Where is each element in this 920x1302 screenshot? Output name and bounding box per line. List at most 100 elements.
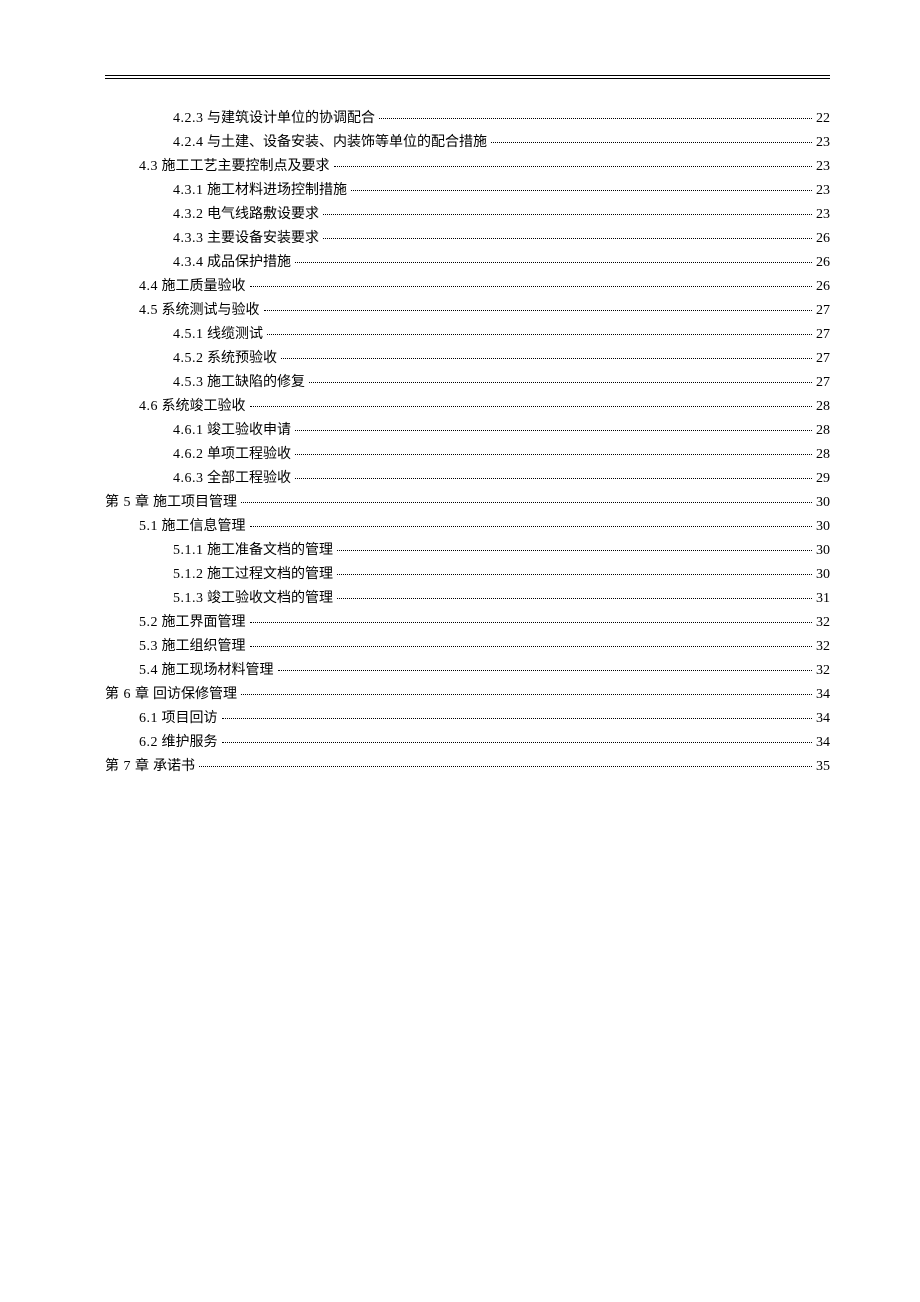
toc-entry-number: 5.2 [139, 615, 158, 630]
toc-entry-number: 5.3 [139, 639, 158, 654]
toc-entry-title: 4.3.3 主要设备安装要求 [173, 227, 319, 251]
toc-entry-title: 第 7 章 承诺书 [105, 755, 195, 779]
toc-entry-number: 第 7 章 [105, 759, 150, 774]
toc-entry-title: 4.4 施工质量验收 [139, 275, 246, 299]
toc-leader-dots [491, 142, 812, 143]
toc-entry-title: 4.5.1 线缆测试 [173, 323, 263, 347]
toc-entry-page: 28 [816, 443, 830, 467]
toc-entry-title: 5.1.1 施工准备文档的管理 [173, 539, 333, 563]
toc-entry: 4.6 系统竣工验收 28 [105, 395, 830, 419]
toc-entry-page: 27 [816, 299, 830, 323]
toc-leader-dots [250, 406, 813, 407]
toc-leader-dots [241, 694, 812, 695]
toc-entry-page: 23 [816, 179, 830, 203]
toc-entry-title: 4.3.1 施工材料进场控制措施 [173, 179, 347, 203]
toc-entry-text: 施工准备文档的管理 [204, 543, 334, 558]
toc-leader-dots [222, 742, 813, 743]
toc-entry: 4.6.2 单项工程验收 28 [105, 443, 830, 467]
toc-entry-title: 4.5.2 系统预验收 [173, 347, 277, 371]
toc-entry-text: 全部工程验收 [204, 471, 292, 486]
toc-leader-dots [309, 382, 812, 383]
toc-entry-title: 5.2 施工界面管理 [139, 611, 246, 635]
toc-entry-page: 26 [816, 275, 830, 299]
toc-entry-number: 4.2.3 [173, 111, 204, 126]
toc-entry-number: 第 5 章 [105, 495, 150, 510]
toc-entry-text: 与土建、设备安装、内装饰等单位的配合措施 [204, 135, 488, 150]
toc-entry-title: 5.3 施工组织管理 [139, 635, 246, 659]
toc-entry: 4.2.3 与建筑设计单位的协调配合 22 [105, 107, 830, 131]
toc-entry-text: 系统竣工验收 [158, 399, 246, 414]
toc-entry: 6.1 项目回访 34 [105, 707, 830, 731]
toc-entry-number: 4.5.3 [173, 375, 204, 390]
toc-entry-number: 4.6.1 [173, 423, 204, 438]
toc-entry-title: 4.6.2 单项工程验收 [173, 443, 291, 467]
toc-entry-title: 6.1 项目回访 [139, 707, 218, 731]
toc-leader-dots [323, 214, 812, 215]
toc-entry-page: 29 [816, 467, 830, 491]
toc-entry: 4.3.4 成品保护措施 26 [105, 251, 830, 275]
toc-entry-text: 施工组织管理 [158, 639, 246, 654]
toc-entry: 4.5.3 施工缺陷的修复 27 [105, 371, 830, 395]
toc-entry-text: 施工工艺主要控制点及要求 [158, 159, 330, 174]
header-rule-thin [105, 78, 830, 79]
toc-entry-page: 34 [816, 683, 830, 707]
toc-leader-dots [250, 622, 813, 623]
toc-entry: 第 6 章 回访保修管理 34 [105, 683, 830, 707]
toc-entry: 5.1.2 施工过程文档的管理 30 [105, 563, 830, 587]
toc-entry-text: 施工材料进场控制措施 [204, 183, 348, 198]
toc-entry-number: 5.1.3 [173, 591, 204, 606]
toc-leader-dots [267, 334, 812, 335]
toc-entry-title: 4.3 施工工艺主要控制点及要求 [139, 155, 330, 179]
toc-entry-text: 主要设备安装要求 [204, 231, 320, 246]
toc-entry-title: 4.6 系统竣工验收 [139, 395, 246, 419]
toc-entry: 5.4 施工现场材料管理 32 [105, 659, 830, 683]
toc-entry-title: 4.3.2 电气线路敷设要求 [173, 203, 319, 227]
toc-entry-title: 第 6 章 回访保修管理 [105, 683, 237, 707]
toc-entry-number: 4.3.1 [173, 183, 204, 198]
toc-entry-number: 4.2.4 [173, 135, 204, 150]
toc-entry-page: 27 [816, 371, 830, 395]
toc-leader-dots [241, 502, 812, 503]
toc-entry-text: 线缆测试 [204, 327, 264, 342]
toc-entry-page: 34 [816, 707, 830, 731]
toc-entry-number: 6.2 [139, 735, 158, 750]
toc-entry-page: 35 [816, 755, 830, 779]
toc-leader-dots [295, 430, 812, 431]
toc-entry: 5.3 施工组织管理 32 [105, 635, 830, 659]
toc-entry-text: 维护服务 [158, 735, 218, 750]
toc-entry-text: 系统测试与验收 [158, 303, 260, 318]
toc-entry-text: 承诺书 [150, 759, 196, 774]
toc-entry-text: 施工项目管理 [150, 495, 238, 510]
toc-entry-page: 27 [816, 347, 830, 371]
toc-entry: 4.5 系统测试与验收 27 [105, 299, 830, 323]
toc-entry-page: 22 [816, 107, 830, 131]
toc-leader-dots [281, 358, 812, 359]
toc-entry: 4.3.3 主要设备安装要求 26 [105, 227, 830, 251]
toc-entry-page: 28 [816, 419, 830, 443]
toc-entry-page: 34 [816, 731, 830, 755]
toc-entry-number: 4.3.2 [173, 207, 204, 222]
toc-leader-dots [222, 718, 813, 719]
toc-entry-page: 30 [816, 491, 830, 515]
toc-entry-text: 施工现场材料管理 [158, 663, 274, 678]
toc-entry: 4.4 施工质量验收 26 [105, 275, 830, 299]
toc-entry-title: 4.5 系统测试与验收 [139, 299, 260, 323]
document-page: 4.2.3 与建筑设计单位的协调配合 224.2.4 与土建、设备安装、内装饰等… [0, 0, 920, 779]
toc-entry: 4.2.4 与土建、设备安装、内装饰等单位的配合措施 23 [105, 131, 830, 155]
toc-leader-dots [264, 310, 813, 311]
toc-entry-title: 5.1 施工信息管理 [139, 515, 246, 539]
toc-entry-page: 28 [816, 395, 830, 419]
toc-entry-number: 第 6 章 [105, 687, 150, 702]
toc-entry-number: 5.4 [139, 663, 158, 678]
toc-entry-text: 单项工程验收 [204, 447, 292, 462]
toc-entry: 4.6.3 全部工程验收 29 [105, 467, 830, 491]
toc-leader-dots [337, 550, 812, 551]
toc-entry-number: 6.1 [139, 711, 158, 726]
toc-leader-dots [278, 670, 813, 671]
toc-entry-page: 30 [816, 515, 830, 539]
toc-entry-number: 5.1.2 [173, 567, 204, 582]
toc-entry-text: 施工缺陷的修复 [204, 375, 306, 390]
toc-entry-title: 4.6.3 全部工程验收 [173, 467, 291, 491]
toc-entry-text: 施工信息管理 [158, 519, 246, 534]
toc-entry-text: 与建筑设计单位的协调配合 [204, 111, 376, 126]
